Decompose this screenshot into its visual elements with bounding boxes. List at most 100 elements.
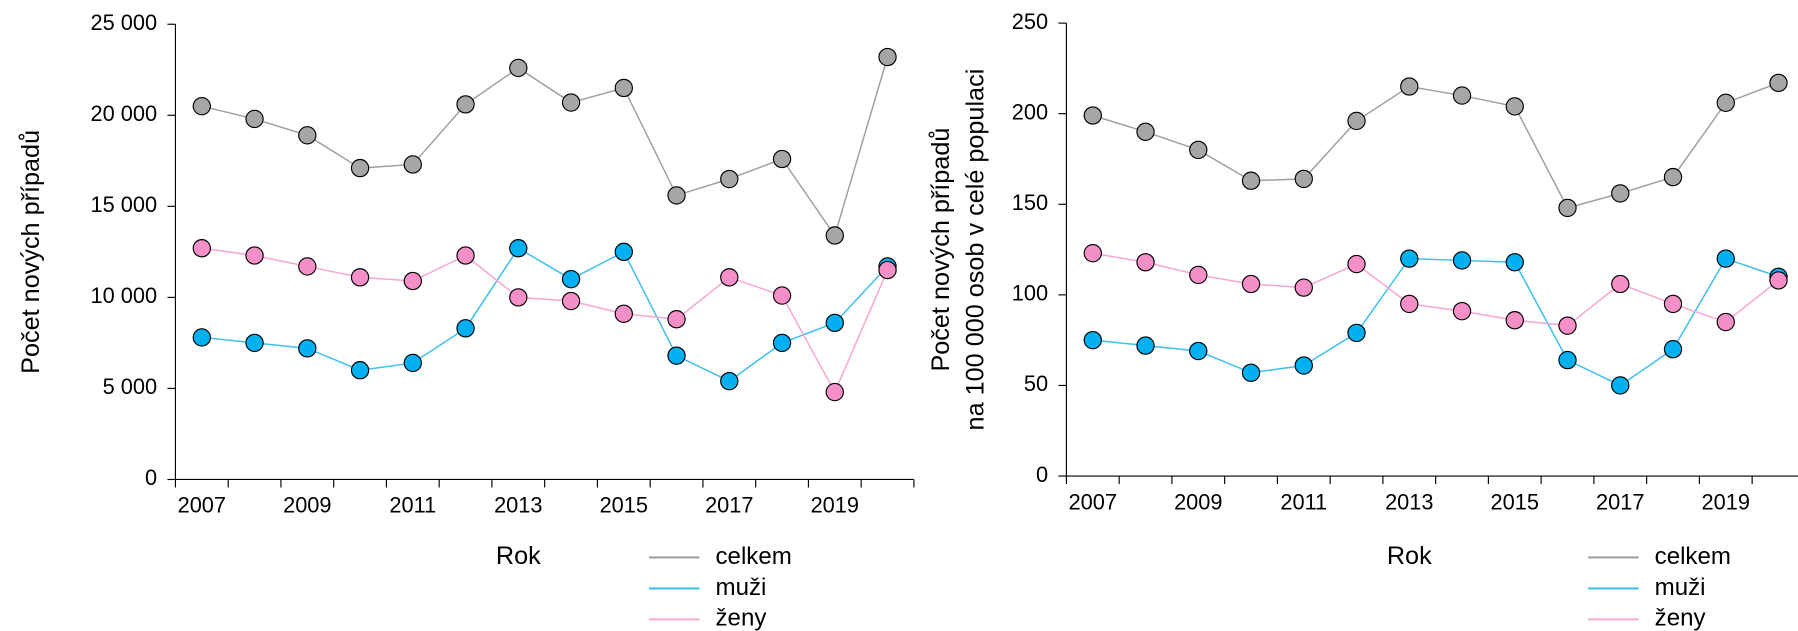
- x-tick-label: 2011: [389, 493, 436, 518]
- data-point: [245, 246, 264, 265]
- series-line: [201, 247, 889, 383]
- legend-label: ženy: [716, 605, 767, 631]
- data-point: [667, 310, 686, 329]
- x-tick-label: 2009: [283, 493, 331, 518]
- y-tick-label: 0: [145, 465, 157, 490]
- data-point: [1558, 198, 1577, 218]
- legend-label: celkem: [716, 543, 792, 570]
- x-tick-label: 2017: [705, 493, 753, 518]
- data-point: [1611, 184, 1630, 203]
- data-point: [1294, 356, 1313, 375]
- x-tick-label: 2019: [1702, 489, 1750, 514]
- data-point: [825, 313, 844, 333]
- data-point: [1400, 249, 1419, 268]
- legend-label: muži: [1655, 574, 1706, 601]
- data-point: [509, 58, 528, 78]
- data-point: [772, 333, 792, 353]
- data-point: [350, 361, 370, 380]
- data-point: [1611, 376, 1630, 395]
- data-point: [1452, 251, 1472, 270]
- data-point: [1083, 106, 1102, 125]
- data-point: [1769, 271, 1788, 290]
- data-point: [1189, 265, 1208, 285]
- data-point: [1558, 316, 1577, 335]
- data-point: [456, 319, 475, 338]
- data-point: [561, 291, 581, 311]
- data-point: [1611, 274, 1630, 294]
- data-point: [825, 226, 844, 245]
- data-point: [1241, 171, 1261, 190]
- y-axis-title: Počet nových případů: [927, 128, 955, 372]
- data-point: [667, 186, 686, 205]
- y-tick-label: 20 000: [91, 101, 158, 126]
- data-point: [1663, 167, 1683, 187]
- y-axis-title: na 100 000 osob v celé populaci: [962, 69, 990, 431]
- data-point: [456, 95, 475, 114]
- data-point: [1452, 86, 1472, 105]
- data-point: [403, 353, 422, 373]
- data-point: [878, 260, 897, 280]
- x-tick-label: 2019: [811, 493, 859, 518]
- data-point: [403, 271, 422, 291]
- data-point: [509, 239, 528, 258]
- y-tick-label: 5 000: [103, 374, 157, 399]
- y-tick-label: 15 000: [91, 192, 158, 217]
- data-point: [614, 78, 633, 98]
- data-point: [1347, 323, 1366, 343]
- series-line: [201, 56, 889, 238]
- x-axis-title: Rok: [1387, 542, 1432, 570]
- x-tick-label: 2017: [1596, 489, 1644, 514]
- data-point: [245, 333, 264, 353]
- data-point: [403, 155, 422, 174]
- data-point: [350, 268, 370, 287]
- y-tick-label: 150: [1012, 190, 1048, 215]
- data-point: [1241, 363, 1261, 382]
- data-point: [1452, 301, 1472, 321]
- data-point: [1189, 341, 1208, 361]
- y-tick-label: 25 000: [91, 10, 158, 35]
- data-point: [1347, 254, 1366, 274]
- data-point: [720, 268, 739, 287]
- data-point: [1505, 253, 1524, 272]
- data-point: [720, 169, 739, 189]
- data-point: [561, 269, 581, 289]
- data-point: [1347, 111, 1366, 131]
- y-tick-label: 50: [1024, 371, 1048, 396]
- data-point: [298, 339, 317, 358]
- data-point: [1505, 311, 1524, 330]
- data-point: [772, 286, 792, 305]
- data-point: [1769, 73, 1788, 93]
- legend-label: celkem: [1655, 543, 1731, 570]
- data-point: [825, 382, 844, 402]
- data-point: [1136, 336, 1155, 355]
- x-axis-title: Rok: [496, 542, 541, 570]
- data-point: [245, 109, 264, 129]
- y-tick-label: 10 000: [91, 283, 158, 308]
- data-point: [1294, 278, 1313, 297]
- data-point: [878, 47, 897, 67]
- data-point: [1189, 140, 1208, 160]
- data-point: [298, 126, 317, 145]
- data-point: [561, 93, 581, 112]
- data-point: [509, 288, 528, 307]
- y-tick-label: 0: [1036, 462, 1048, 487]
- legend-label: ženy: [1655, 605, 1706, 631]
- data-point: [1294, 169, 1313, 189]
- series-line: [1092, 82, 1779, 209]
- data-point: [614, 242, 633, 262]
- data-point: [298, 257, 317, 276]
- data-point: [614, 304, 633, 323]
- data-point: [720, 371, 739, 391]
- data-point: [1241, 274, 1261, 294]
- data-point: [350, 158, 370, 178]
- data-point: [1716, 249, 1735, 268]
- data-point: [667, 346, 686, 365]
- data-point: [1505, 97, 1524, 116]
- x-tick-label: 2015: [1491, 489, 1539, 514]
- x-tick-label: 2007: [1069, 489, 1117, 514]
- data-point: [192, 97, 211, 116]
- data-point: [1136, 253, 1155, 272]
- data-point: [1716, 93, 1735, 112]
- data-point: [1136, 122, 1155, 141]
